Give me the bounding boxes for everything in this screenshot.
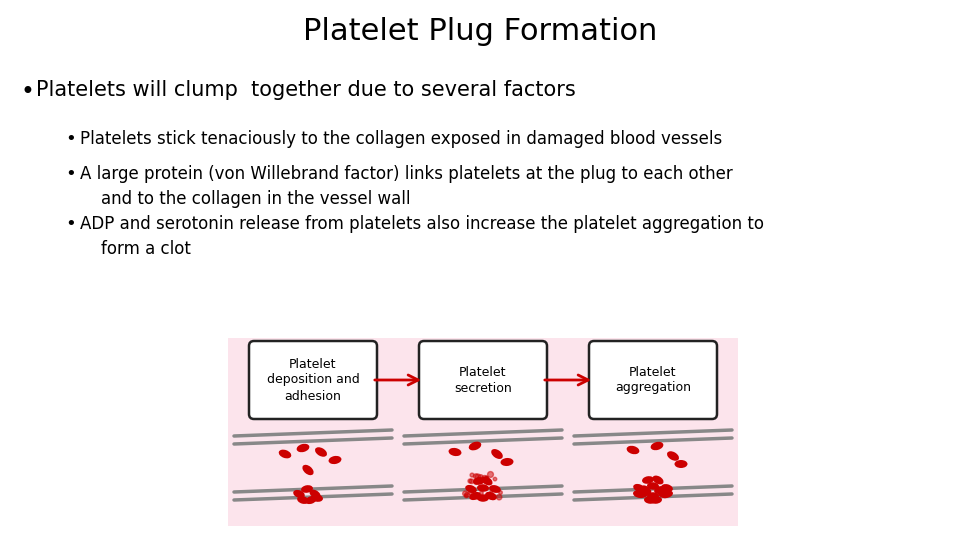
Circle shape: [485, 476, 489, 480]
Ellipse shape: [650, 496, 662, 504]
Circle shape: [476, 478, 482, 483]
FancyBboxPatch shape: [419, 341, 547, 419]
Text: •: •: [65, 130, 76, 148]
Circle shape: [490, 494, 495, 500]
Circle shape: [488, 471, 493, 477]
Circle shape: [490, 491, 492, 494]
Circle shape: [485, 476, 489, 480]
Ellipse shape: [661, 484, 673, 492]
Ellipse shape: [469, 492, 481, 500]
Circle shape: [465, 492, 469, 497]
FancyBboxPatch shape: [589, 341, 717, 419]
Text: Platelets will clump  together due to several factors: Platelets will clump together due to sev…: [36, 80, 576, 100]
Ellipse shape: [477, 484, 489, 492]
Ellipse shape: [675, 460, 687, 468]
FancyBboxPatch shape: [249, 341, 377, 419]
Ellipse shape: [448, 448, 462, 456]
Ellipse shape: [647, 482, 659, 490]
Circle shape: [499, 491, 502, 494]
Circle shape: [468, 479, 472, 483]
Circle shape: [485, 495, 488, 498]
Ellipse shape: [302, 465, 314, 475]
Circle shape: [473, 474, 478, 479]
Circle shape: [465, 494, 468, 498]
Ellipse shape: [311, 494, 323, 502]
Text: Platelets stick tenaciously to the collagen exposed in damaged blood vessels: Platelets stick tenaciously to the colla…: [80, 130, 722, 148]
Ellipse shape: [634, 484, 645, 492]
Ellipse shape: [293, 490, 304, 498]
Ellipse shape: [490, 485, 501, 493]
Ellipse shape: [298, 496, 309, 504]
Ellipse shape: [647, 492, 659, 500]
Ellipse shape: [658, 490, 669, 498]
Circle shape: [486, 481, 489, 483]
Ellipse shape: [500, 458, 514, 466]
Ellipse shape: [654, 486, 666, 494]
Circle shape: [482, 487, 485, 490]
Text: Platelet Plug Formation: Platelet Plug Formation: [302, 17, 658, 46]
Text: Platelet
deposition and
adhesion: Platelet deposition and adhesion: [267, 357, 359, 402]
Circle shape: [463, 491, 468, 496]
Text: ADP and serotonin release from platelets also increase the platelet aggregation : ADP and serotonin release from platelets…: [80, 215, 764, 258]
Circle shape: [480, 491, 483, 495]
Ellipse shape: [305, 496, 317, 504]
Text: •: •: [65, 165, 76, 183]
Circle shape: [479, 475, 483, 479]
Ellipse shape: [278, 450, 291, 458]
Circle shape: [470, 473, 474, 477]
Text: A large protein (von Willebrand factor) links platelets at the plug to each othe: A large protein (von Willebrand factor) …: [80, 165, 732, 208]
Circle shape: [469, 479, 474, 484]
Ellipse shape: [301, 485, 313, 493]
Ellipse shape: [468, 442, 481, 450]
Ellipse shape: [328, 456, 342, 464]
Ellipse shape: [633, 490, 645, 498]
Text: Platelet
aggregation: Platelet aggregation: [615, 366, 691, 395]
Ellipse shape: [466, 485, 477, 493]
Circle shape: [478, 478, 483, 483]
Ellipse shape: [309, 490, 321, 498]
FancyBboxPatch shape: [228, 338, 738, 526]
Circle shape: [475, 474, 481, 480]
Circle shape: [473, 479, 479, 484]
Ellipse shape: [482, 477, 492, 485]
Text: Platelet
secretion: Platelet secretion: [454, 366, 512, 395]
Circle shape: [493, 477, 496, 481]
Ellipse shape: [315, 447, 327, 457]
Ellipse shape: [473, 477, 485, 485]
Circle shape: [476, 494, 481, 500]
Circle shape: [475, 478, 480, 483]
Circle shape: [486, 493, 491, 497]
Ellipse shape: [637, 490, 649, 498]
Ellipse shape: [492, 449, 503, 459]
Ellipse shape: [661, 490, 673, 498]
Ellipse shape: [477, 494, 489, 502]
Ellipse shape: [486, 492, 496, 500]
Circle shape: [496, 495, 502, 500]
Circle shape: [482, 476, 488, 481]
Ellipse shape: [642, 476, 654, 484]
Ellipse shape: [651, 442, 663, 450]
Ellipse shape: [640, 485, 652, 495]
Ellipse shape: [653, 476, 663, 484]
Ellipse shape: [297, 444, 309, 452]
Ellipse shape: [667, 451, 679, 461]
Ellipse shape: [644, 496, 656, 504]
Circle shape: [468, 491, 471, 495]
Text: •: •: [20, 80, 34, 104]
Circle shape: [487, 479, 492, 484]
Ellipse shape: [627, 446, 639, 454]
Text: •: •: [65, 215, 76, 233]
